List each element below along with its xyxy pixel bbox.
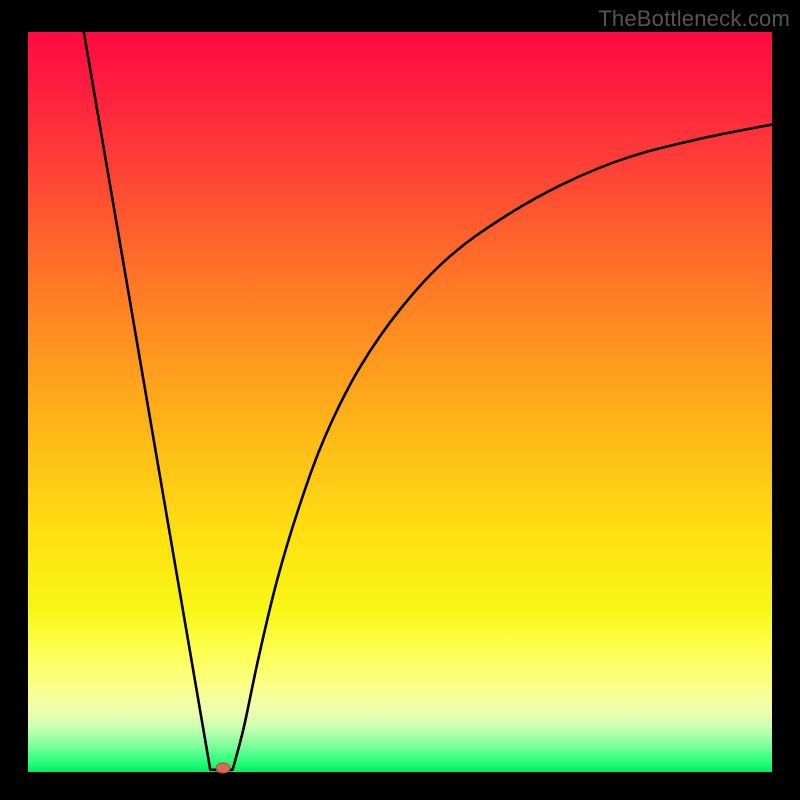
watermark-text: TheBottleneck.com: [598, 6, 790, 32]
bottleneck-curve: [28, 32, 772, 772]
chart-container: { "watermark": { "text": "TheBottleneck.…: [0, 0, 800, 800]
minimum-marker: [215, 762, 230, 773]
curve-path: [84, 32, 772, 770]
plot-area: [28, 32, 772, 772]
